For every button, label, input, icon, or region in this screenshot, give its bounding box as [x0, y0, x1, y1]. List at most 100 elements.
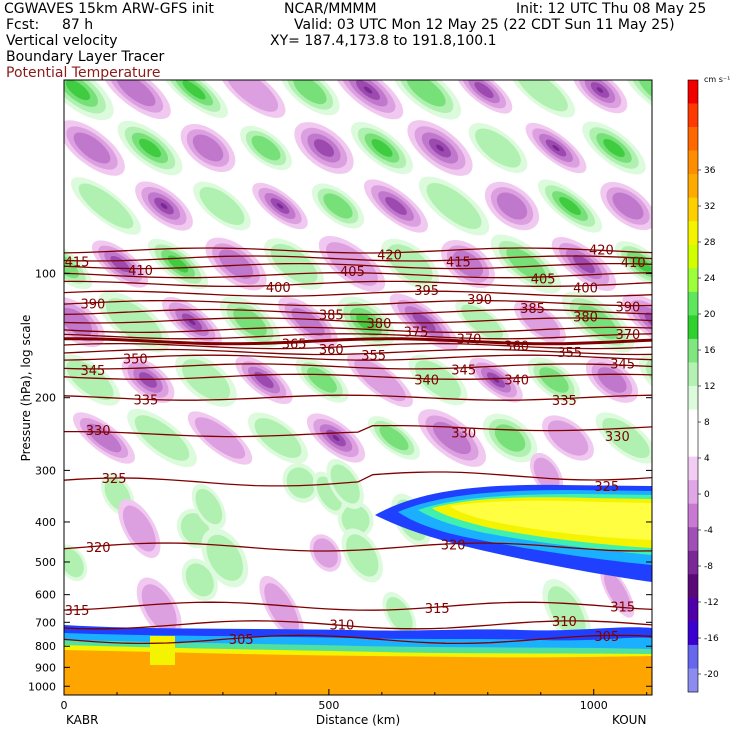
- theta-contour-label: 320: [86, 541, 111, 556]
- theta-contour-label: 380: [367, 317, 392, 332]
- theta-contour-label: 370: [616, 328, 641, 343]
- colorbar-tick-label: 28: [704, 238, 716, 248]
- velocity-cell: [638, 80, 652, 107]
- velocity-cell: [519, 304, 561, 340]
- theta-contour-label: 410: [128, 264, 153, 279]
- theta-contour-label: 310: [552, 615, 577, 630]
- velocity-cell: [412, 312, 436, 332]
- model-title: CGWAVES 15km ARW-GFS init: [4, 1, 214, 17]
- colorbar-tick-label: 24: [704, 274, 716, 284]
- y-tick-label: 100: [35, 267, 56, 280]
- colorbar-segment: [688, 127, 698, 151]
- theta-contour-label: 330: [605, 430, 630, 445]
- velocity-cell: [78, 183, 134, 229]
- velocity-cell: [496, 192, 528, 220]
- colorbar-units: cm s⁻¹: [704, 75, 730, 84]
- velocity-cell: [436, 144, 444, 152]
- velocity-cell: [199, 186, 245, 226]
- potential-temperature-contours: 305 305 310 310 315 315 315 320 320 325 325 330 330 3…: [64, 243, 652, 648]
- velocity-cell: [385, 196, 407, 216]
- colorbar: 36 32 28 24 20 16 12 8 4 0 -4 -8 -12 -16 -20: [687, 79, 719, 693]
- velocity-cell: [276, 203, 284, 209]
- theta-contour-label: 335: [552, 394, 577, 409]
- colorbar-tick-label: -16: [704, 634, 719, 644]
- x-left-station-label: KABR: [66, 713, 98, 727]
- y-axis-title: Pressure (hPa), log scale: [19, 315, 33, 462]
- velocity-cell: [122, 505, 156, 552]
- velocity-cell: [602, 417, 650, 459]
- theta-contour: [64, 337, 652, 346]
- colorbar-segment: [688, 386, 698, 410]
- y-tick-label: 300: [35, 464, 56, 477]
- field-label-vertical-velocity: Vertical velocity: [6, 33, 118, 49]
- theta-contour: [64, 255, 652, 262]
- colorbar-tick-label: 36: [704, 166, 716, 176]
- theta-contour-label: 315: [65, 604, 90, 619]
- velocity-cell: [313, 538, 338, 568]
- velocity-cell: [346, 534, 379, 577]
- theta-contour-label: 330: [451, 427, 476, 442]
- colorbar-segment: [688, 150, 698, 175]
- velocity-cell: [547, 586, 586, 639]
- colorbar-segment: [688, 550, 698, 575]
- velocity-cell: [330, 464, 360, 504]
- theta-contour-label: 360: [319, 343, 344, 358]
- velocity-cell: [254, 418, 302, 458]
- theta-contour: [64, 542, 652, 552]
- plot-frame: [63, 79, 653, 696]
- theta-contour-label: 370: [457, 333, 482, 348]
- boundary-layer-tracer-field: [64, 484, 652, 695]
- velocity-cell: [65, 80, 91, 101]
- init-time: Init: 12 UTC Thu 08 May 25: [516, 1, 707, 17]
- velocity-cell: [332, 435, 340, 441]
- colorbar-segment: [688, 103, 698, 128]
- velocity-cell: [160, 203, 168, 209]
- theta-contour-label: 305: [229, 633, 254, 648]
- theta-contour: [64, 620, 652, 630]
- theta-contour-label: 390: [616, 301, 641, 316]
- theta-contour-label: 345: [80, 364, 105, 379]
- velocity-cell: [552, 144, 560, 152]
- theta-contour: [64, 373, 652, 380]
- velocity-cell: [225, 80, 279, 112]
- colorbar-tick-label: 12: [704, 382, 715, 392]
- velocity-cell: [307, 367, 337, 393]
- velocity-cell: [139, 138, 161, 158]
- velocity-cell: [181, 359, 231, 401]
- theta-contour-label: 345: [610, 358, 635, 373]
- theta-contour: [64, 299, 652, 307]
- org-label: NCAR/MMMM: [284, 1, 377, 17]
- theta-contour-label: 355: [557, 346, 582, 361]
- theta-contour: [64, 280, 652, 288]
- velocity-cell: [293, 80, 327, 105]
- velocity-cell: [134, 415, 190, 461]
- field-label-boundary-layer-tracer: Boundary Layer Tracer: [6, 49, 165, 65]
- velocity-cell: [371, 139, 393, 157]
- theta-contour-label: 325: [594, 480, 619, 495]
- theta-contour-label: 315: [425, 602, 450, 617]
- velocity-cell: [233, 307, 267, 337]
- theta-contour: [64, 601, 652, 611]
- colorbar-segment: [688, 527, 698, 552]
- theta-contour-label: 385: [520, 302, 545, 317]
- colorbar-segment: [688, 597, 698, 622]
- colorbar-segment: [688, 456, 698, 481]
- velocity-cell: [64, 548, 84, 578]
- theta-contour-label: 415: [446, 256, 471, 271]
- plot-area: 305 305 310 310 315 315 315 320 320 325 325 330 330 3…: [64, 80, 652, 695]
- theta-contour: [64, 262, 652, 270]
- colorbar-tick-label: 0: [704, 490, 710, 500]
- velocity-cell: [264, 583, 299, 634]
- boundary-layer-band: [150, 636, 175, 665]
- velocity-cell: [341, 504, 370, 535]
- theta-contour-label: 405: [531, 273, 556, 288]
- velocity-cell: [577, 304, 619, 340]
- y-tick-label: 200: [35, 392, 56, 405]
- colorbar-tick-label: 4: [704, 454, 710, 464]
- theta-contour: [64, 290, 652, 297]
- theta-contour: [64, 363, 652, 370]
- velocity-cell: [323, 193, 353, 219]
- forecast-hours: 87 h: [62, 17, 94, 33]
- colorbar-segment: [688, 574, 698, 599]
